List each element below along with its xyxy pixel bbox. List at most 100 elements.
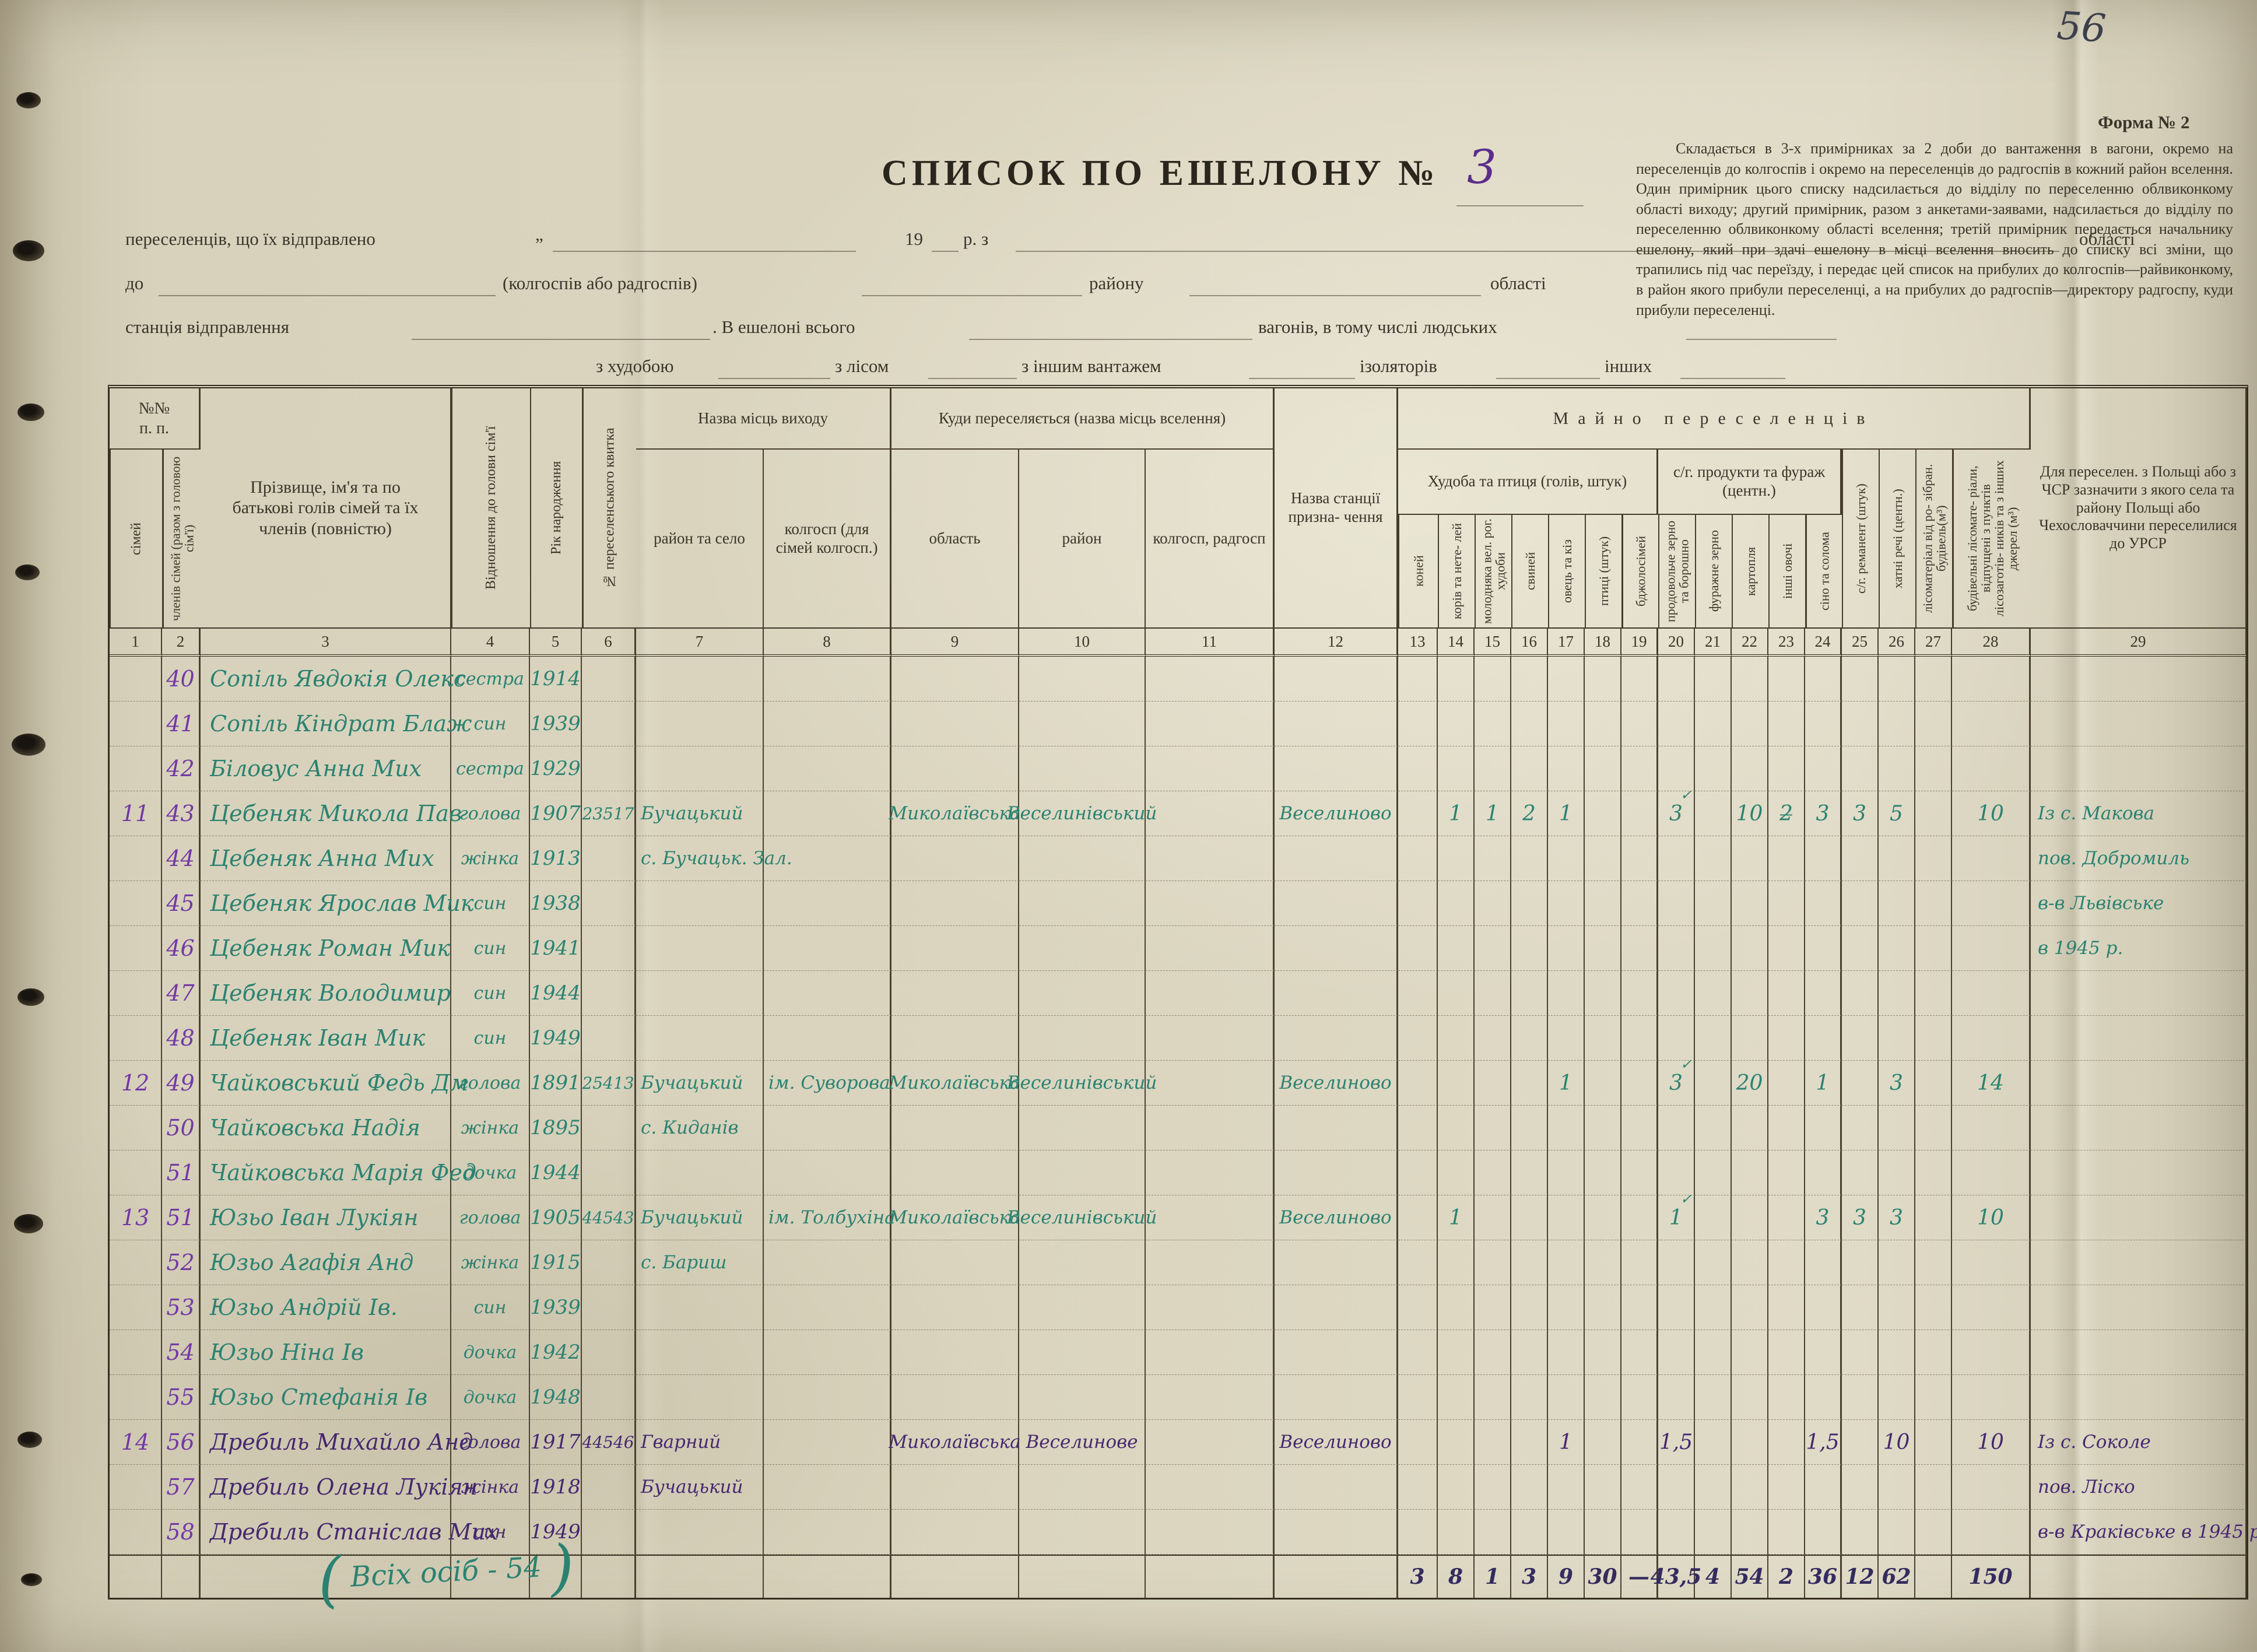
col-header-young-cattle: молодняка вел. рог. худоби [1475, 515, 1511, 627]
row-17-cell-c23 [1768, 1375, 1805, 1420]
col-number-2: 2 [162, 627, 201, 657]
row-10-cell-c14 [1438, 1061, 1475, 1106]
row-18-cell-c26: 10 [1879, 1420, 1915, 1465]
col-number-15: 15 [1475, 627, 1511, 657]
row-14-cell-c23 [1768, 1240, 1805, 1285]
totals-cell-c23: 2 [1768, 1555, 1805, 1598]
row-4-cell-c23: 2̶ [1768, 791, 1805, 836]
row-14-cell-c7: с. Бариш [636, 1240, 764, 1285]
row-8-cell-c28 [1952, 971, 2031, 1016]
row-14-cell-c6 [582, 1240, 636, 1285]
col-header-members: членів сімей (разом з головою сім'ї) [162, 450, 201, 627]
row-2-cell-c1 [110, 702, 162, 746]
row-12-cell-c15 [1475, 1151, 1511, 1195]
row-10-cell-c19 [1621, 1061, 1658, 1106]
row-15-cell-c2: 53 [162, 1285, 201, 1330]
row-3-cell-c21 [1695, 746, 1732, 791]
row-2-cell-c18 [1585, 702, 1621, 746]
row-15-cell-c21 [1695, 1285, 1732, 1330]
col-number-9: 9 [891, 627, 1019, 657]
col-number-1: 1 [110, 627, 162, 657]
row-7-cell-c9 [891, 926, 1019, 971]
row-13-cell-c11 [1146, 1195, 1275, 1240]
row-10-cell-c17: 1 [1548, 1061, 1585, 1106]
totals-cell-c11 [1146, 1555, 1275, 1598]
row-16-cell-c7 [636, 1330, 764, 1375]
row-4-cell-c13 [1398, 791, 1438, 836]
group-header-products: с/г. продукти та фураж (центн.) [1658, 450, 1842, 515]
row-2-cell-c2: 41 [162, 702, 201, 746]
quote-mark: „ [535, 224, 543, 244]
row-6-cell-c2: 45 [162, 881, 201, 926]
row-3-cell-c27 [1915, 746, 1952, 791]
row-4-cell-c16: 2 [1511, 791, 1548, 836]
row-12-cell-c24 [1805, 1151, 1842, 1195]
row-10-cell-c16 [1511, 1061, 1548, 1106]
row-8-cell-c12 [1275, 971, 1398, 1016]
row-9-cell-c11 [1146, 1016, 1275, 1061]
row-8-cell-c21 [1695, 971, 1732, 1016]
row-16-cell-c24 [1805, 1330, 1842, 1375]
row-16-cell-c25 [1842, 1330, 1879, 1375]
row-16-cell-c28 [1952, 1330, 2031, 1375]
row-8-cell-c29 [2031, 971, 2247, 1016]
row-19-cell-c3: Дребиль Олена Лукіян [201, 1465, 478, 1510]
row-10-cell-c1: 12 [110, 1061, 162, 1106]
row-9-cell-c12 [1275, 1016, 1398, 1061]
totals-cell-c5 [530, 1555, 582, 1598]
row-8-cell-c1 [110, 971, 162, 1016]
row-10-cell-c18 [1585, 1061, 1621, 1106]
row-18-cell-c2: 56 [162, 1420, 201, 1465]
row-5-cell-c1 [110, 836, 162, 881]
row-10-cell-c8: ім. Суворова [764, 1061, 891, 1106]
row-13-cell-c1: 13 [110, 1195, 162, 1240]
row-8-cell-c18 [1585, 971, 1621, 1016]
form-year-suffix: р. з [963, 229, 989, 249]
row-14-cell-c29 [2031, 1240, 2247, 1285]
row-1-cell-c19 [1621, 657, 1658, 702]
row-12-cell-c7 [636, 1151, 764, 1195]
totals-cell-c22: 54 [1732, 1555, 1768, 1598]
row-6-cell-c10 [1019, 881, 1146, 926]
row-16-cell-c26 [1879, 1330, 1915, 1375]
row-10-cell-c24: 1 [1805, 1061, 1842, 1106]
row-5-cell-c22 [1732, 836, 1768, 881]
col-number-13: 13 [1398, 627, 1438, 657]
row-16-cell-c14 [1438, 1330, 1475, 1375]
col-header-families: сімей [110, 450, 162, 627]
row-6-cell-c19 [1621, 881, 1658, 926]
row-14-cell-c27 [1915, 1240, 1952, 1285]
row-18-cell-c7: Гварний [636, 1420, 764, 1465]
totals-cell-c26: 62 [1879, 1555, 1915, 1598]
row-4-cell-c4: голова [451, 791, 530, 836]
col-header-hay: сіно та солома [1805, 515, 1842, 627]
row-13-cell-c9: Миколаївська [889, 1195, 1021, 1240]
row-10-cell-c11 [1146, 1061, 1275, 1106]
form-isolators-label: ізоляторів [1360, 356, 1437, 376]
row-16-cell-c12 [1275, 1330, 1398, 1375]
row-14-cell-c3: Юзьо Агафія Анд [201, 1240, 451, 1285]
row-13-cell-c17 [1548, 1195, 1585, 1240]
row-1-cell-c21 [1695, 657, 1732, 702]
row-12-cell-c29 [2031, 1151, 2247, 1195]
row-15-cell-c16 [1511, 1285, 1548, 1330]
row-6-cell-c8 [764, 881, 891, 926]
totals-cell-c29 [2031, 1555, 2247, 1598]
row-9-cell-c4: син [451, 1016, 530, 1061]
row-20-cell-c4: син [451, 1510, 530, 1555]
row-11-cell-c29 [2031, 1106, 2247, 1151]
row-8-cell-c24 [1805, 971, 1842, 1016]
row-13-cell-c5: 1905 [530, 1195, 582, 1240]
row-6-cell-c7 [636, 881, 764, 926]
row-8-cell-c13 [1398, 971, 1438, 1016]
row-2-cell-c28 [1952, 702, 2031, 746]
row-14-cell-c13 [1398, 1240, 1438, 1285]
row-15-cell-c6 [582, 1285, 636, 1330]
row-7-cell-c16 [1511, 926, 1548, 971]
form-total-label: . В ешелоні всього [712, 317, 855, 337]
row-7-cell-c22 [1732, 926, 1768, 971]
row-16-cell-c5: 1942 [530, 1330, 582, 1375]
row-17-cell-c21 [1695, 1375, 1732, 1420]
col-number-11: 11 [1146, 627, 1275, 657]
row-14-cell-c22 [1732, 1240, 1768, 1285]
